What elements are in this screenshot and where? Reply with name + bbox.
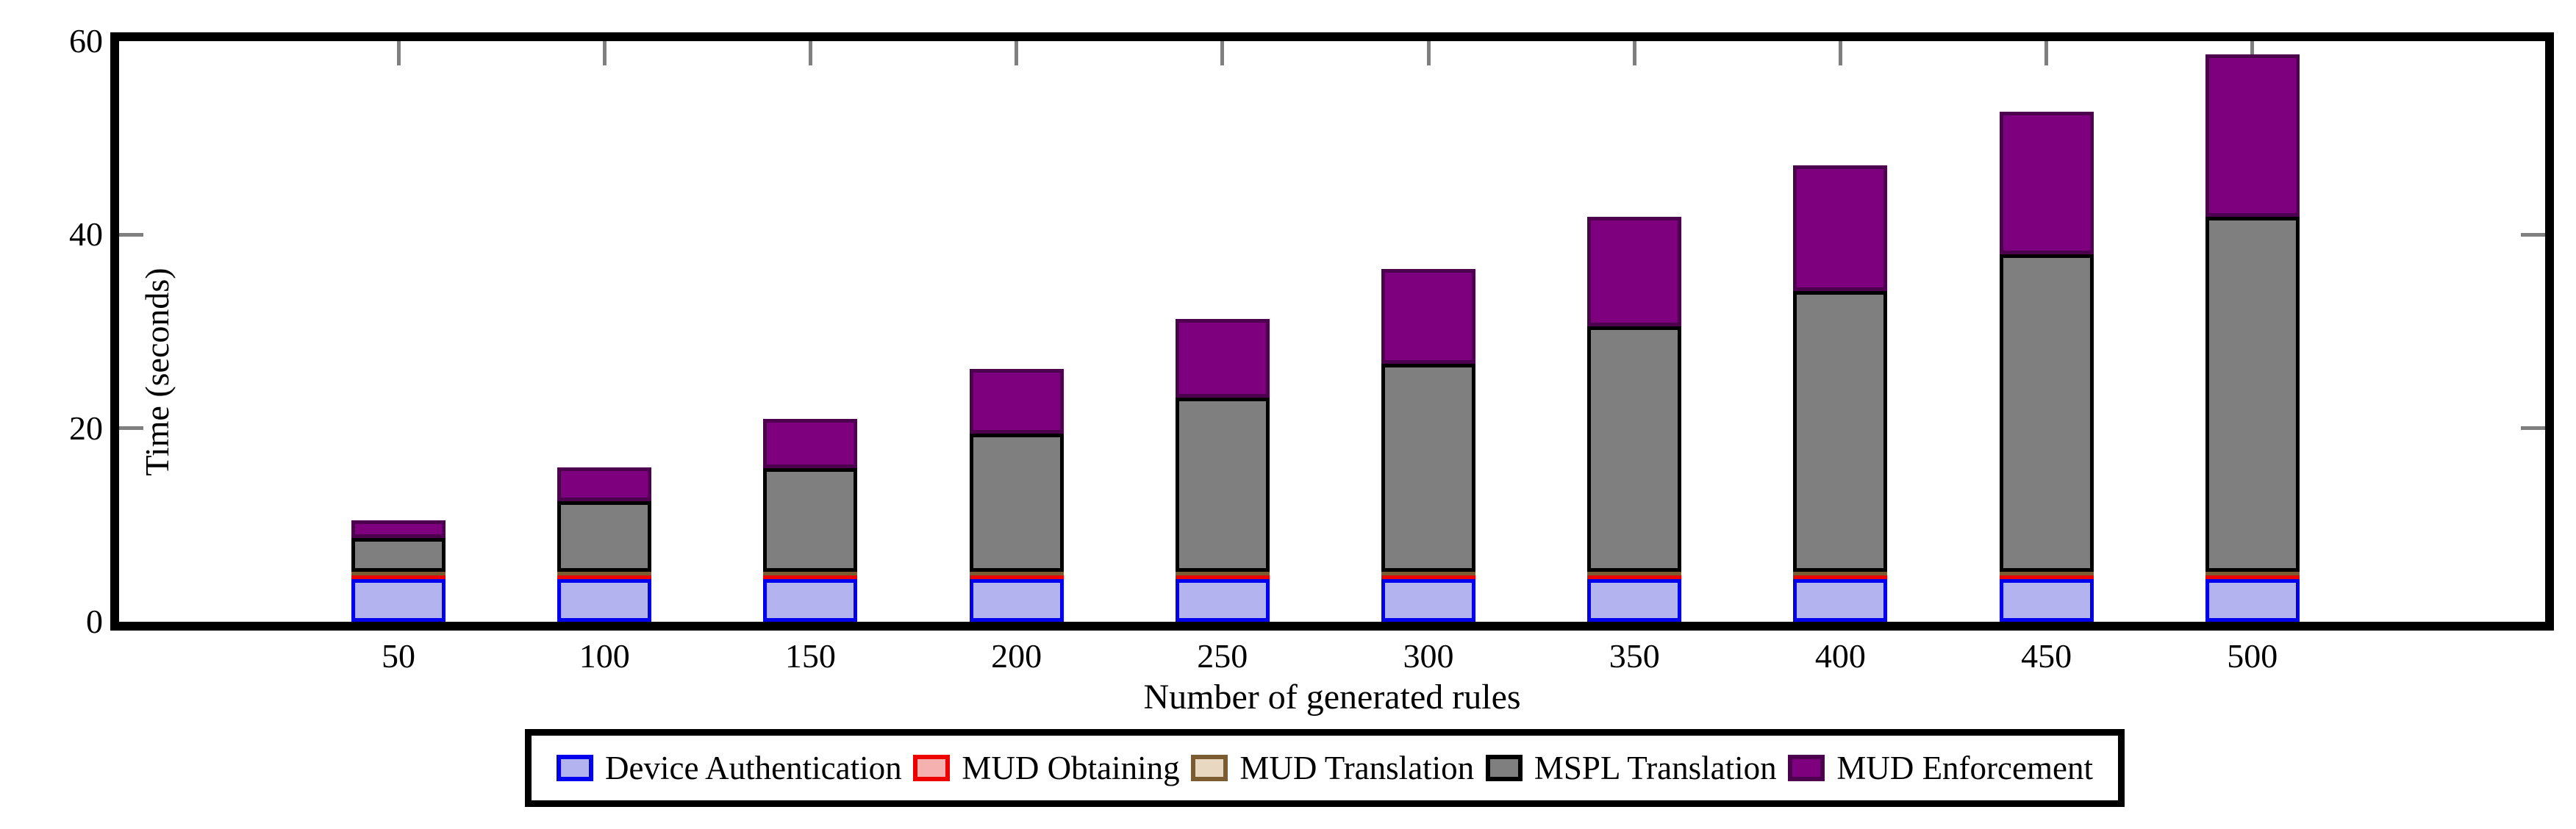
x-tick-mark-top (1632, 41, 1636, 65)
x-tick-mark-top (1220, 41, 1225, 65)
bar-segment (1175, 572, 1270, 575)
x-tick-mark-top (808, 41, 812, 65)
bar-segment (1175, 319, 1270, 398)
y-tick-mark-left (119, 232, 143, 237)
x-tick-mark-top (1426, 41, 1431, 65)
bar-segment (2205, 217, 2300, 572)
bar-segment (1381, 575, 1475, 579)
legend-item: Device Authentication (557, 750, 902, 786)
bar-segment (1381, 364, 1475, 572)
y-tick-label: 20 (69, 409, 103, 447)
x-tick-label: 200 (991, 637, 1042, 675)
y-axis-title: Time (seconds) (138, 268, 176, 476)
bar-segment (969, 575, 1064, 579)
bar-segment (351, 520, 446, 538)
plot-inner: Time (seconds) (119, 41, 2545, 622)
plot-area (110, 32, 2554, 631)
x-tick-label: 400 (1814, 637, 1866, 675)
legend-label: Device Authentication (605, 750, 902, 786)
legend-label: MSPL Translation (1534, 750, 1777, 786)
bar-segment (557, 467, 652, 501)
bar-segment (351, 575, 446, 579)
bar-segment (2205, 572, 2300, 575)
bar-segment (1381, 572, 1475, 575)
x-tick-label: 50 (382, 637, 415, 675)
bar-segment (351, 572, 446, 575)
bar-segment (1587, 572, 1682, 575)
x-tick-label: 150 (784, 637, 836, 675)
legend-item: MSPL Translation (1485, 750, 1777, 786)
y-tick-mark-right (2521, 426, 2545, 431)
bar-segment (969, 572, 1064, 575)
legend-item: MUD Obtaining (913, 750, 1180, 786)
x-tick-mark-top (2250, 41, 2255, 65)
bar-segment (557, 575, 652, 579)
bar-segment (1793, 165, 1888, 291)
bar-segment (1587, 579, 1682, 622)
x-tick-label: 250 (1197, 637, 1248, 675)
bar-segment (1587, 217, 1682, 326)
legend-swatch (1788, 755, 1825, 781)
bar-segment (763, 575, 858, 579)
x-tick-mark-top (396, 41, 401, 65)
legend-label: MUD Translation (1239, 750, 1475, 786)
y-tick-label: 60 (69, 22, 103, 60)
bar-segment (1587, 326, 1682, 572)
bar-segment (2205, 575, 2300, 579)
bar-segment (1381, 269, 1475, 364)
bar-segment (1999, 254, 2094, 572)
legend-swatch (1191, 755, 1228, 781)
bar-segment (557, 572, 652, 575)
bar-segment (351, 579, 446, 622)
y-tick-mark-left (119, 426, 143, 431)
bar-segment (1999, 572, 2094, 575)
bar-segment (1999, 112, 2094, 254)
bar-segment (1999, 575, 2094, 579)
y-tick-mark-right (2521, 232, 2545, 237)
x-axis-title: Number of generated rules (1143, 678, 1521, 717)
x-tick-mark-top (2044, 41, 2049, 65)
legend: Device Authentication MUD Obtaining MUD Tr… (525, 729, 2125, 807)
legend-swatch (913, 755, 951, 781)
x-tick-label: 100 (579, 637, 630, 675)
bar-segment (1175, 398, 1270, 572)
x-tick-label: 350 (1609, 637, 1660, 675)
bar-segment (1175, 575, 1270, 579)
y-tick-label: 0 (86, 603, 103, 640)
bar-segment (969, 579, 1064, 622)
x-tick-mark-top (602, 41, 607, 65)
bar-segment (969, 369, 1064, 434)
bar-segment (763, 579, 858, 622)
x-tick-label: 450 (2021, 637, 2072, 675)
bar-segment (763, 468, 858, 572)
legend-swatch (1485, 755, 1523, 781)
x-tick-label: 500 (2227, 637, 2278, 675)
y-tick-label: 40 (69, 215, 103, 254)
bar-segment (1793, 291, 1888, 572)
x-tick-mark-top (1838, 41, 1842, 65)
bar-segment (763, 572, 858, 575)
legend-label: MUD Enforcement (1836, 750, 2093, 786)
x-tick-mark-top (1015, 41, 1019, 65)
legend-swatch (557, 755, 593, 781)
legend-label: MUD Obtaining (962, 750, 1180, 786)
legend-item: MUD Translation (1191, 750, 1474, 786)
bar-segment (969, 434, 1064, 572)
bar-segment (2205, 54, 2300, 217)
bar-segment (1587, 575, 1682, 579)
bar-segment (351, 538, 446, 572)
x-tick-label: 300 (1403, 637, 1454, 675)
bar-segment (557, 501, 652, 572)
bar-segment (1793, 575, 1888, 579)
legend-item: MUD Enforcement (1788, 750, 2093, 786)
bar-segment (1793, 572, 1888, 575)
bar-segment (1175, 579, 1270, 622)
bar-segment (763, 419, 858, 468)
bar-segment (1999, 579, 2094, 622)
bar-segment (2205, 579, 2300, 622)
bar-segment (557, 579, 652, 622)
bar-segment (1793, 579, 1888, 622)
bar-segment (1381, 579, 1475, 622)
